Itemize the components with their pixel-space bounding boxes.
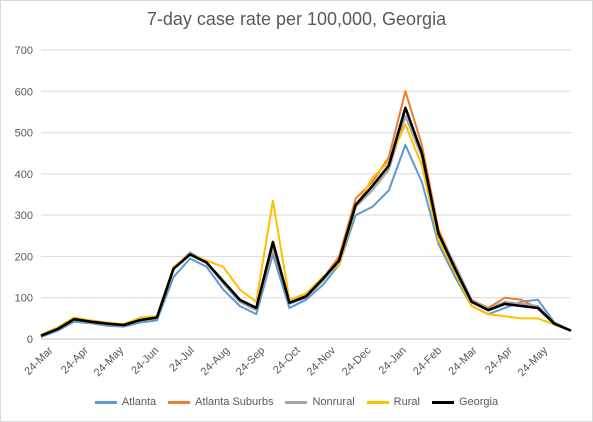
legend-label: Nonrural — [312, 396, 355, 408]
x-tick-label: 24-Mar — [446, 344, 479, 377]
legend-label: Atlanta Suburbs — [195, 396, 274, 408]
legend-label: Atlanta — [121, 396, 157, 408]
x-tick-label: 24-Jul — [167, 345, 197, 375]
legend: Atlanta Atlanta Suburbs Nonrural Rural Georg… — [1, 396, 592, 408]
series-line-rural — [40, 123, 572, 336]
y-tick-label: 200 — [15, 251, 33, 263]
y-tick-label: 300 — [15, 210, 33, 222]
x-tick-label: 24-Jan — [377, 345, 409, 377]
legend-swatch — [431, 400, 454, 404]
legend-item: Atlanta — [94, 396, 157, 408]
x-tick-label: 24-May — [92, 344, 127, 379]
x-tick-label: 24-Apr — [59, 344, 91, 376]
y-tick-label: 100 — [15, 293, 33, 305]
x-tick-label: 24-Oct — [271, 345, 303, 377]
y-tick-label: 500 — [15, 128, 33, 140]
legend-swatch — [94, 400, 117, 404]
x-tick-label: 24-May — [516, 344, 551, 379]
x-tick-label: 24-Aug — [199, 345, 233, 379]
legend-swatch — [168, 400, 191, 404]
series-line-nonrural — [40, 115, 572, 337]
y-tick-label: 400 — [15, 169, 33, 181]
y-tick-label: 700 — [15, 45, 33, 57]
legend-label: Georgia — [458, 396, 499, 408]
x-tick-label: 24-Apr — [483, 344, 515, 376]
legend-label: Rural — [393, 396, 420, 408]
x-tick-label: 24-Sep — [234, 345, 268, 379]
legend-item: Nonrural — [285, 396, 355, 408]
legend-item: Rural — [366, 396, 420, 408]
chart-title: 7-day case rate per 100,000, Georgia — [146, 9, 447, 29]
legend-item: Atlanta Suburbs — [168, 396, 273, 408]
legend-item: Georgia — [431, 396, 499, 408]
y-tick-label: 0 — [27, 334, 33, 346]
legend-swatch — [285, 400, 308, 404]
y-tick-label: 600 — [15, 86, 33, 98]
x-tick-label: 24-Dec — [340, 344, 374, 378]
x-tick-label: 24-Mar — [22, 344, 55, 377]
x-tick-label: 24-Nov — [305, 344, 339, 378]
series-line-georgia — [40, 106, 572, 337]
x-tick-label: 24-Jun — [129, 345, 161, 377]
x-tick-label: 24-Feb — [411, 345, 444, 378]
legend-swatch — [366, 400, 389, 404]
